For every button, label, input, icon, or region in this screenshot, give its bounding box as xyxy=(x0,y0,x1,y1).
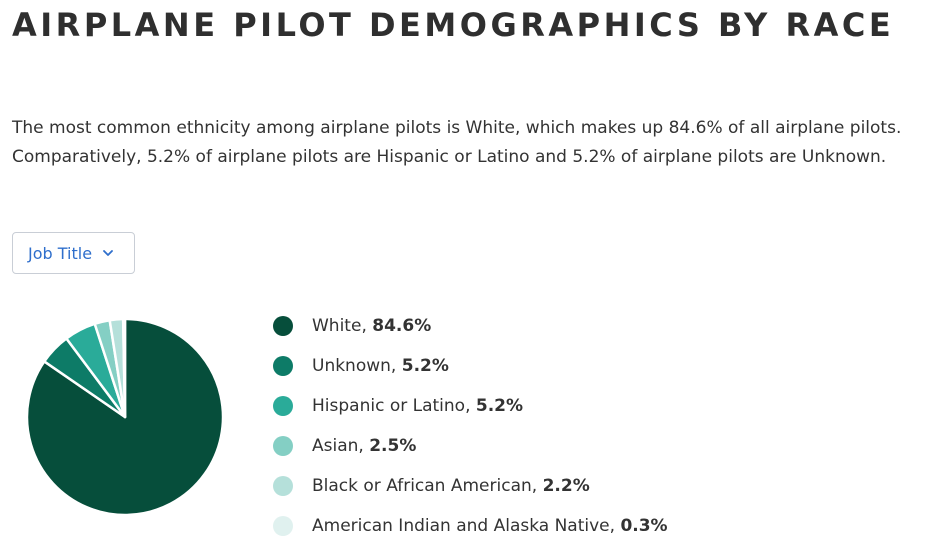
legend-value: 2.2% xyxy=(542,476,590,496)
legend-value: 0.3% xyxy=(620,516,668,536)
legend-item: White, 84.6% xyxy=(273,306,668,346)
legend-item: Unknown, 5.2% xyxy=(273,346,668,386)
legend-label: Black or African American xyxy=(312,476,532,496)
legend-swatch xyxy=(273,316,293,336)
legend-item: Black or African American, 2.2% xyxy=(273,466,668,506)
legend-item: American Indian and Alaska Native, 0.3% xyxy=(273,506,668,546)
legend-label: White xyxy=(312,316,362,336)
legend-value: 5.2% xyxy=(475,396,524,416)
legend-value: 84.6% xyxy=(372,316,432,336)
legend-label: Hispanic or Latino xyxy=(312,396,466,416)
pie-slice-american-indian-and-alaska-native xyxy=(121,317,127,419)
legend-swatch xyxy=(273,476,293,496)
legend: White, 84.6% Unknown, 5.2% Hispanic or L… xyxy=(273,306,668,546)
pie-chart xyxy=(25,317,225,517)
legend-label: Asian xyxy=(312,436,359,456)
legend-item: Hispanic or Latino, 5.2% xyxy=(273,386,668,426)
summary-text: The most common ethnicity among airplane… xyxy=(12,118,902,167)
legend-value: 5.2% xyxy=(401,356,449,376)
legend-swatch xyxy=(273,396,293,416)
legend-swatch xyxy=(273,516,293,536)
pie-slices xyxy=(25,317,225,517)
legend-item: Asian, 2.5% xyxy=(273,426,668,466)
legend-label: American Indian and Alaska Native xyxy=(312,516,610,536)
page-title: AIRPLANE PILOT DEMOGRAPHICS BY RACE xyxy=(12,6,895,44)
legend-swatch xyxy=(273,356,293,376)
legend-label: Unknown xyxy=(312,356,391,376)
job-title-dropdown[interactable]: Job Title xyxy=(12,232,135,274)
chevron-down-icon xyxy=(102,249,114,257)
dropdown-label: Job Title xyxy=(28,243,93,263)
legend-value: 2.5% xyxy=(369,436,417,456)
legend-swatch xyxy=(273,436,293,456)
